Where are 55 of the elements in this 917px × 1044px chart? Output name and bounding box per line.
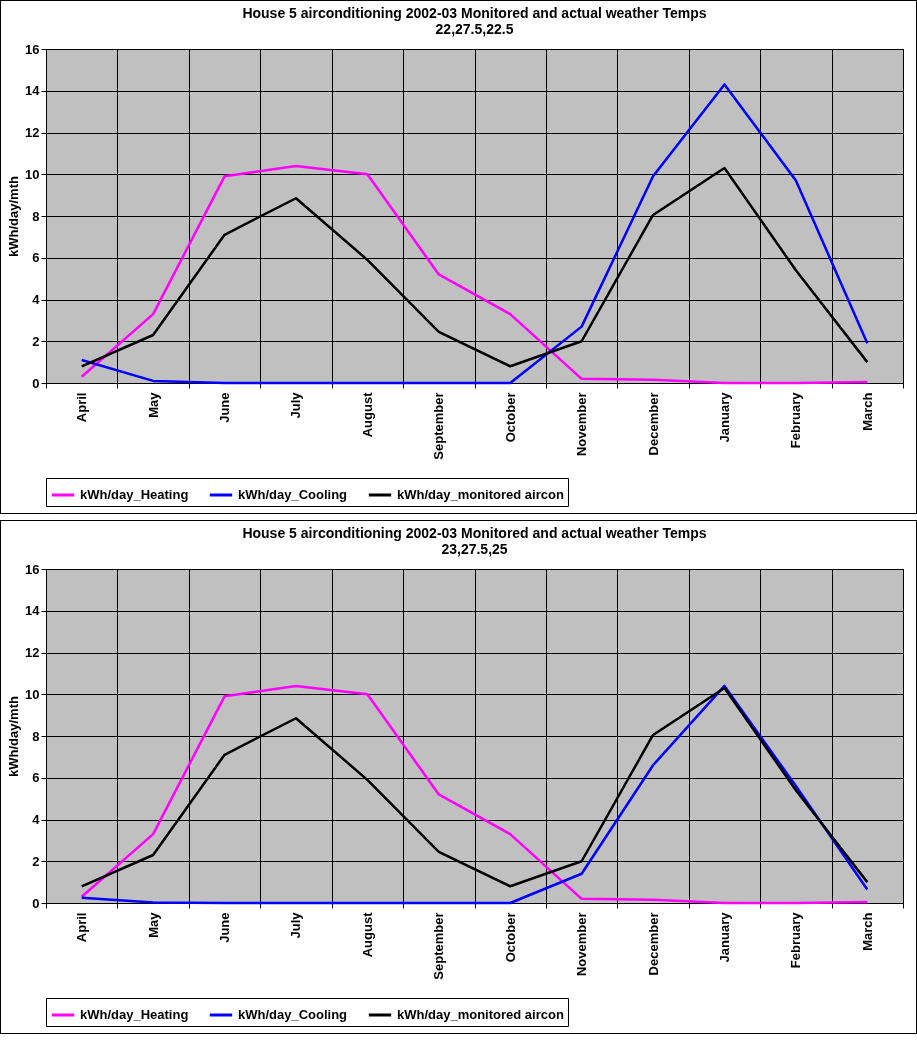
x-tick-label: January [716, 391, 732, 443]
x-tick-label: April [74, 912, 90, 943]
y-tick-label: 6 [32, 250, 40, 266]
x-tick-label: July [288, 391, 304, 419]
x-tick-label: November [574, 912, 590, 977]
y-tick-label: 8 [32, 208, 40, 224]
legend-label: kWh/day_Heating [80, 487, 189, 502]
legend-label: kWh/day_Cooling [238, 487, 348, 502]
x-tick-label: January [716, 911, 732, 963]
x-tick-label: November [574, 392, 590, 457]
y-tick-label: 8 [32, 728, 40, 744]
y-tick-label: 2 [32, 333, 40, 349]
y-tick-label: 14 [25, 603, 41, 619]
x-tick-label: September [431, 912, 447, 980]
chart-title: House 5 airconditioning 2002-03 Monitored and actual weather Temps [242, 525, 707, 541]
y-tick-label: 0 [32, 375, 40, 391]
y-tick-label: 14 [25, 83, 41, 99]
y-tick-label: 12 [25, 125, 40, 140]
chart-subtitle: 23,27.5,25 [441, 541, 508, 557]
x-tick-label: May [145, 911, 161, 938]
x-tick-label: July [288, 911, 304, 939]
y-tick-label: 4 [32, 292, 41, 307]
x-tick-label: December [645, 392, 661, 456]
chart-title: House 5 airconditioning 2002-03 Monitored and actual weather Temps [242, 5, 707, 21]
x-tick-label: June [217, 392, 233, 423]
y-tick-label: 10 [25, 686, 40, 702]
x-tick-label: August [359, 911, 375, 958]
x-tick-label: August [359, 391, 375, 438]
y-tick-label: 10 [25, 166, 40, 182]
x-tick-label: October [502, 392, 518, 443]
x-tick-label: April [74, 392, 90, 423]
x-tick-label: December [645, 912, 661, 976]
legend-label: kWh/day_Heating [80, 1007, 189, 1022]
x-tick-label: March [859, 912, 875, 951]
x-tick-label: February [788, 911, 804, 969]
line-series [80, 83, 869, 385]
y-axis-title: kWh/day/mth [6, 176, 22, 257]
x-tick-label: September [431, 392, 447, 460]
y-tick-label: 16 [25, 561, 40, 577]
y-tick-label: 6 [32, 770, 40, 786]
y-tick-label: 2 [32, 853, 40, 869]
y-tick-label: 4 [32, 812, 41, 827]
x-tick-label: October [502, 912, 518, 963]
x-tick-label: May [145, 391, 161, 418]
y-tick-label: 0 [32, 895, 40, 911]
legend-label: kWh/day_Cooling [238, 1007, 348, 1022]
y-tick-label: 12 [25, 645, 40, 660]
legend-label: kWh/day_monitored aircon [397, 1007, 564, 1022]
x-tick-label: March [859, 392, 875, 431]
y-axis-title: kWh/day/mth [6, 696, 22, 777]
legend-label: kWh/day_monitored aircon [397, 487, 564, 502]
chart-subtitle: 22,27.5,22.5 [435, 21, 514, 37]
y-tick-label: 16 [25, 41, 40, 57]
x-tick-label: February [788, 391, 804, 449]
x-tick-label: June [217, 912, 233, 943]
